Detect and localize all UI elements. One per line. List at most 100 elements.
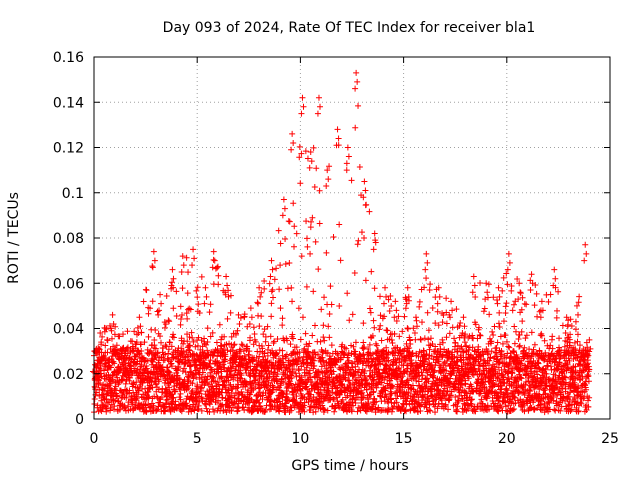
roti-point [127, 362, 134, 369]
roti-point [266, 280, 273, 287]
roti-point [137, 341, 144, 348]
roti-point [556, 335, 563, 342]
roti-point [209, 406, 216, 413]
roti-point [366, 305, 373, 312]
roti-point [247, 334, 254, 341]
roti-point [133, 379, 140, 386]
roti-point [230, 372, 237, 379]
roti-point [376, 326, 383, 333]
roti-point [117, 387, 124, 394]
roti-point [194, 294, 201, 301]
roti-point [101, 367, 108, 374]
roti-point [320, 322, 327, 329]
roti-point [502, 310, 509, 317]
roti-point [155, 311, 162, 318]
roti-point [164, 355, 171, 362]
roti-point [162, 321, 169, 328]
roti-point [328, 342, 335, 349]
roti-point [286, 218, 293, 225]
y-tick-label: 0.12 [53, 141, 84, 157]
roti-point [151, 342, 158, 349]
roti-point [149, 263, 156, 270]
roti-point [348, 177, 355, 184]
roti-point [262, 378, 269, 385]
roti-point [250, 324, 257, 331]
roti-point [111, 403, 118, 410]
roti-point [416, 303, 423, 310]
roti-point [288, 284, 295, 291]
roti-point [216, 321, 223, 328]
roti-point [198, 273, 205, 280]
roti-point [111, 331, 118, 338]
roti-point [104, 337, 111, 344]
grid-lines [94, 57, 610, 419]
roti-point [354, 241, 361, 248]
roti-point [168, 363, 175, 370]
roti-point [227, 348, 234, 355]
roti-point [517, 289, 524, 296]
roti-point [207, 357, 214, 364]
roti-point [453, 306, 460, 313]
roti-point [143, 407, 150, 414]
roti-point [241, 311, 248, 318]
roti-point [183, 310, 190, 317]
roti-point [215, 281, 222, 288]
roti-point [103, 326, 110, 333]
roti-point [551, 266, 558, 273]
roti-point [169, 279, 176, 286]
roti-point [511, 323, 518, 330]
roti-point [219, 394, 226, 401]
roti-point [416, 298, 423, 305]
roti-point [316, 187, 323, 194]
roti-point [265, 342, 272, 349]
roti-point [131, 328, 138, 335]
roti-point [299, 314, 306, 321]
roti-point [121, 404, 128, 411]
roti-point [132, 361, 139, 368]
roti-point [321, 294, 328, 301]
roti-point [265, 367, 272, 374]
roti-point [213, 339, 220, 346]
roti-point [177, 303, 184, 310]
y-tick-label: 0.16 [53, 50, 84, 66]
roti-point [326, 334, 333, 341]
roti-point [193, 287, 200, 294]
roti-point [279, 347, 286, 354]
roti-point [215, 369, 222, 376]
roti-point [307, 250, 314, 257]
roti-point [477, 332, 484, 339]
roti-point [232, 331, 239, 338]
roti-point [345, 153, 352, 160]
roti-point [291, 243, 298, 250]
roti-point [277, 240, 284, 247]
roti-point [261, 350, 268, 357]
roti-point [412, 314, 419, 321]
roti-point [547, 291, 554, 298]
roti-point [180, 348, 187, 355]
roti-point [104, 336, 111, 343]
roti-point [145, 393, 152, 400]
roti-point [135, 391, 142, 398]
roti-point [208, 366, 215, 373]
roti-point [275, 395, 282, 402]
roti-point [201, 300, 208, 307]
roti-point [116, 333, 123, 340]
roti-point [158, 394, 165, 401]
roti-point [108, 377, 115, 384]
roti-point [166, 339, 173, 346]
roti-point [402, 305, 409, 312]
roti-point [312, 238, 319, 245]
roti-point [285, 218, 292, 225]
roti-point [279, 315, 286, 322]
roti-point [151, 257, 158, 264]
roti-point [366, 208, 373, 215]
roti-point [187, 306, 194, 313]
roti-point [276, 286, 283, 293]
data-points [89, 69, 594, 416]
roti-point [289, 130, 296, 137]
roti-point [164, 388, 171, 395]
roti-point [240, 404, 247, 411]
roti-point [170, 305, 177, 312]
roti-point [240, 347, 247, 354]
roti-point [186, 374, 193, 381]
